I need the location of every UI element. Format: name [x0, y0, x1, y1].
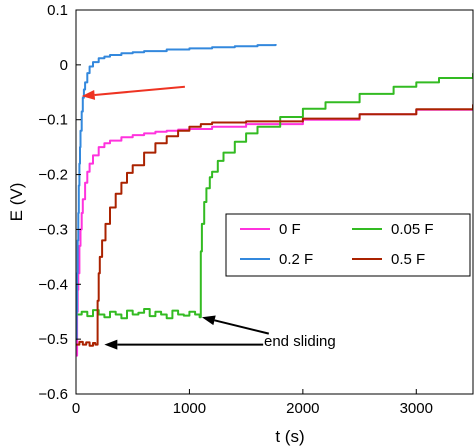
series-line-0-05-F: [76, 73, 473, 320]
annotation-layer: [81, 85, 270, 350]
y-tick-label: −0.5: [38, 331, 68, 348]
red-arrow-shaft: [94, 85, 185, 96]
y-tick-label: 0: [60, 57, 68, 74]
x-tick-label: 2000: [286, 400, 319, 417]
x-tick-label: 1000: [173, 400, 206, 417]
y-tick-label: −0.3: [38, 221, 68, 238]
legend-box: [225, 213, 471, 277]
legend-label: 0.05 F: [391, 221, 434, 238]
end-sliding-label: end sliding: [264, 333, 336, 350]
y-tick-label: −0.6: [38, 386, 68, 403]
y-tick-label: −0.1: [38, 112, 68, 129]
legend-label: 0.2 F: [279, 251, 313, 268]
y-tick-label: 0.1: [47, 2, 68, 19]
legend: 0 F 0.05 F 0.2 F 0.5 F: [225, 213, 471, 277]
x-axis-label: t (s): [275, 427, 304, 446]
legend-label: 0 F: [279, 221, 301, 238]
series-line-0-2-F: [76, 44, 277, 341]
y-tick-label: −0.2: [38, 167, 68, 184]
y-tick-label: −0.4: [38, 276, 68, 293]
y-axis-label: E (V): [7, 183, 26, 222]
legend-label: 0.5 F: [391, 251, 425, 268]
plot-frame: [75, 9, 474, 395]
x-tick-label: 0: [72, 400, 80, 417]
series-line-0-5-F: [76, 104, 473, 347]
end-sliding-arrow-2-head: [104, 339, 118, 350]
series-line-0-F: [76, 105, 473, 357]
end-sliding-arrow-1-shaft: [214, 319, 270, 335]
series-layer: [76, 44, 473, 357]
x-tick-label: 3000: [400, 400, 433, 417]
end-sliding-arrow-1-head: [201, 315, 216, 326]
ticks-layer: 0 1000 2000 3000 0.1 0 −0.1 −0.2 −0.3 −0.4 −0.5 −0.…: [38, 2, 433, 417]
red-arrow-head: [81, 89, 96, 100]
